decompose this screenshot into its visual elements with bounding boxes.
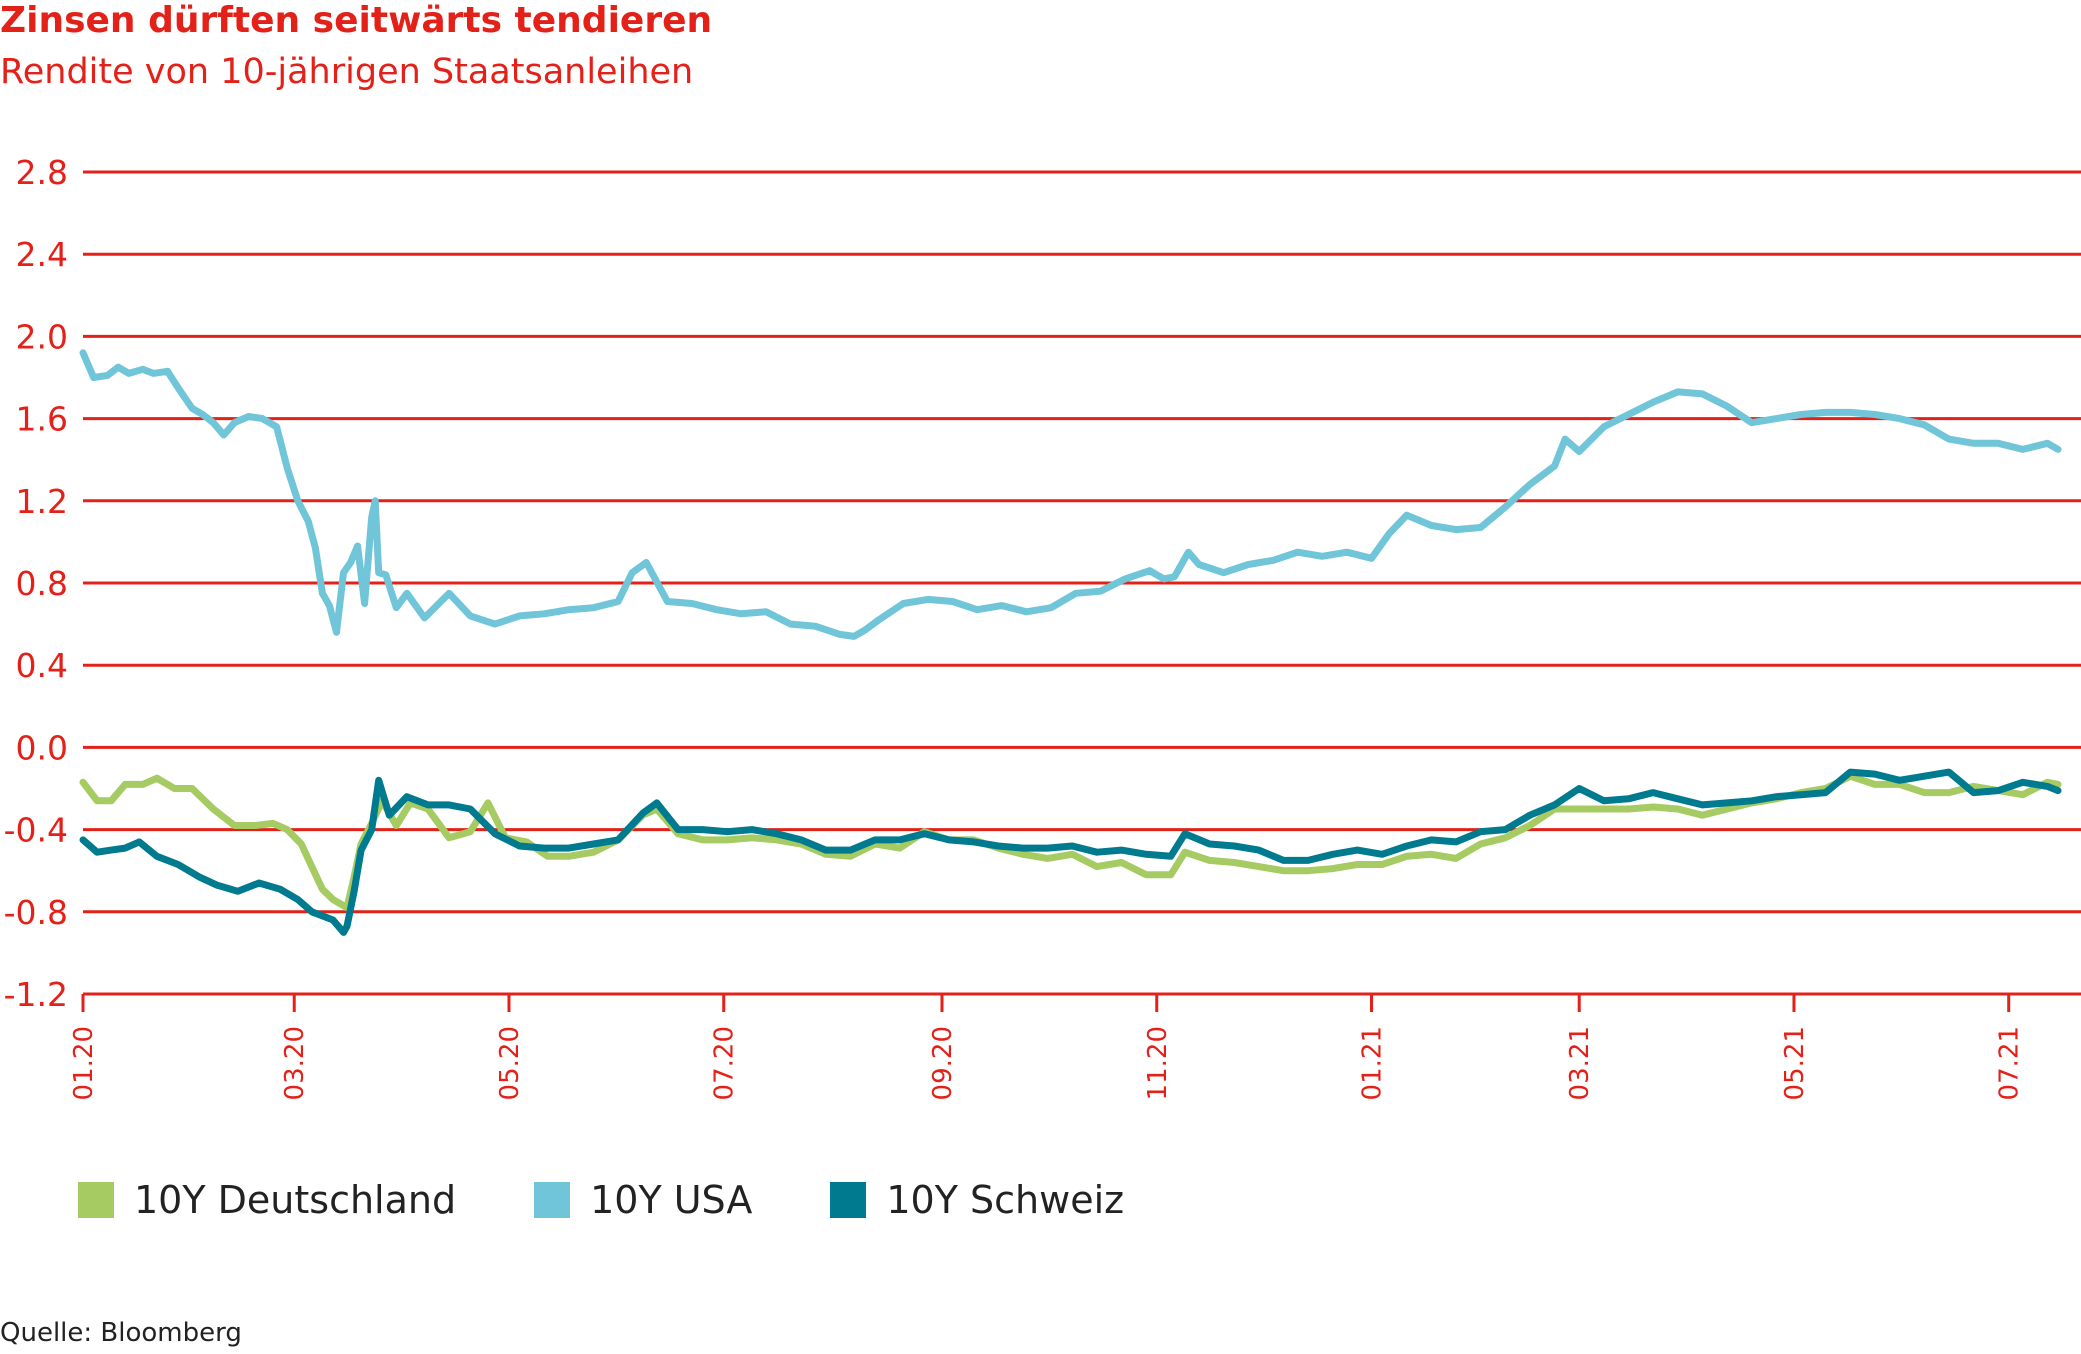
legend-item: 10Y Deutschland [78, 1178, 456, 1222]
legend-item: 10Y Schweiz [830, 1178, 1124, 1222]
x-tick-label: 01.21 [1358, 1026, 1388, 1100]
x-tick-label: 03.21 [1565, 1026, 1595, 1100]
legend-label: 10Y Deutschland [134, 1178, 457, 1222]
legend-swatch [830, 1182, 867, 1218]
y-tick-label: -1.2 [4, 975, 68, 1014]
x-tick-label: 05.20 [495, 1026, 525, 1100]
y-tick-label: 0.8 [16, 564, 68, 603]
x-tick-label: 05.21 [1780, 1026, 1810, 1100]
y-tick-label: -0.4 [4, 811, 68, 850]
y-axis-ticks: 2.8 2.4 2.0 1.6 1.2 0.8 0.4 0.0 -0.4 -0.8 -1.2 [4, 153, 68, 1014]
legend-label: 10Y USA [590, 1178, 753, 1222]
chart-subtitle: Rendite von 10-jährigen Staatsanleihen [0, 52, 694, 92]
x-tick-label: 03.20 [280, 1026, 310, 1100]
y-tick-label: 2.0 [16, 317, 68, 356]
y-tick-label: 2.8 [16, 153, 68, 192]
y-tick-label: 2.4 [16, 235, 68, 274]
x-tick-label: 07.21 [1995, 1026, 2025, 1100]
y-tick-label: 0.4 [16, 646, 68, 685]
source-note: Quelle: Bloomberg [0, 1318, 242, 1348]
legend-swatch [534, 1182, 571, 1218]
y-tick-label: 1.2 [16, 482, 68, 521]
x-tick-label: 07.20 [710, 1026, 740, 1100]
legend: 10Y Deutschland 10Y USA 10Y Schweiz [78, 1178, 1202, 1222]
series-lines [79, 349, 2062, 936]
x-tick-label: 11.20 [1143, 1026, 1173, 1100]
legend-swatch [78, 1182, 114, 1218]
y-tick-label: 1.6 [16, 400, 68, 439]
chart-title: Zinsen dürften seitwärts tendieren [0, 0, 713, 41]
y-tick-label: -0.8 [4, 893, 68, 932]
series-line-1 [79, 349, 2062, 640]
x-tick-label: 01.20 [69, 1026, 99, 1100]
legend-item: 10Y USA [534, 1178, 752, 1222]
x-tick-label: 09.20 [928, 1026, 958, 1100]
y-tick-label: 0.0 [16, 728, 68, 767]
legend-label: 10Y Schweiz [886, 1178, 1125, 1222]
x-axis: 01.20 03.20 05.20 07.20 09.20 11.20 01.21 03.21… [69, 992, 2081, 1100]
series-line-2 [79, 768, 2062, 936]
